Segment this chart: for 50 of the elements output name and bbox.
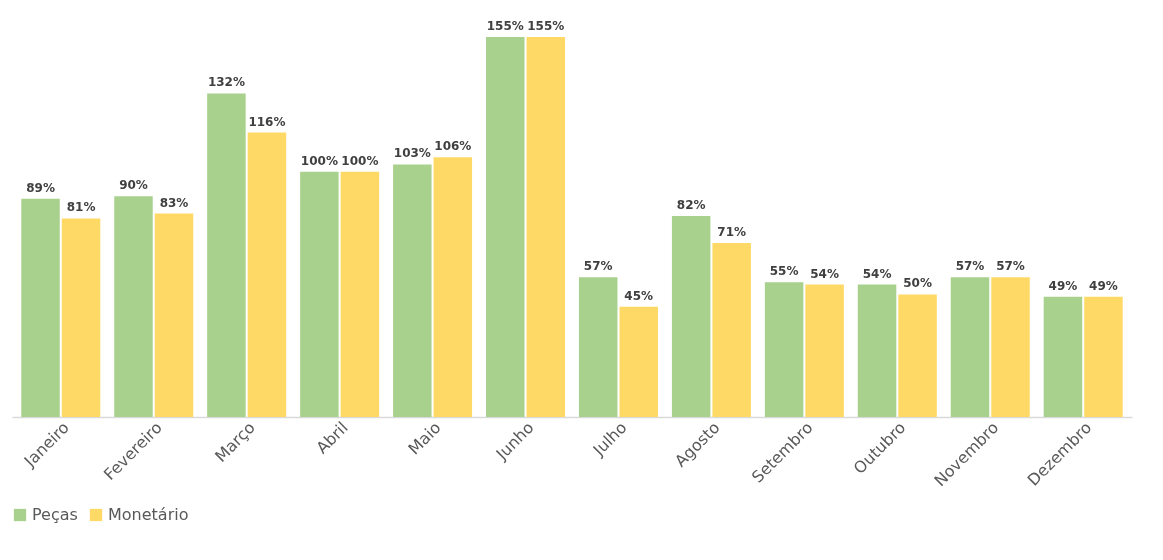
- bar: [300, 171, 339, 417]
- data-label: 57%: [583, 259, 613, 274]
- bar: [154, 213, 194, 417]
- bar: [898, 294, 937, 417]
- bar: [712, 242, 751, 417]
- bar: [619, 306, 658, 417]
- bar: [433, 157, 473, 417]
- data-label: 45%: [624, 288, 654, 303]
- bar: [486, 37, 525, 417]
- data-label: 57%: [955, 259, 985, 274]
- bar: [393, 164, 432, 417]
- bar: [526, 37, 566, 417]
- data-label: 106%: [434, 139, 472, 154]
- data-label: 100%: [341, 153, 379, 168]
- bar: [805, 284, 844, 417]
- bar: [21, 198, 60, 417]
- legend-label: Monetário: [108, 505, 189, 524]
- data-label: 54%: [862, 266, 892, 281]
- data-label: 50%: [903, 276, 932, 291]
- bar: [578, 277, 618, 417]
- data-label: 57%: [996, 259, 1025, 274]
- data-label: 49%: [1048, 278, 1078, 293]
- bar: [1043, 296, 1083, 417]
- data-label: 100%: [300, 153, 338, 168]
- legend-label: Peças: [32, 505, 78, 524]
- data-label: 71%: [717, 224, 747, 239]
- bar: [764, 282, 804, 417]
- bar: [857, 284, 897, 417]
- bar: [950, 277, 990, 417]
- data-label: 155%: [527, 19, 565, 33]
- bar: [1084, 296, 1123, 417]
- bar: [247, 132, 287, 417]
- bar: [61, 218, 101, 417]
- data-label: 89%: [26, 180, 55, 195]
- data-label: 132%: [207, 75, 245, 90]
- data-label: 83%: [159, 195, 189, 210]
- data-label: 54%: [810, 266, 839, 281]
- data-label: 82%: [676, 197, 706, 212]
- data-label: 103%: [393, 146, 431, 161]
- bar: [340, 171, 380, 417]
- data-label: 81%: [66, 200, 96, 215]
- data-label: 116%: [248, 114, 286, 129]
- data-label: 155%: [486, 19, 524, 33]
- data-label: 90%: [119, 178, 148, 193]
- data-label: 49%: [1089, 278, 1118, 293]
- bar: [671, 215, 711, 417]
- data-label: 55%: [769, 264, 799, 279]
- bar: [114, 196, 153, 417]
- bar: [207, 93, 246, 417]
- bar: [991, 277, 1030, 417]
